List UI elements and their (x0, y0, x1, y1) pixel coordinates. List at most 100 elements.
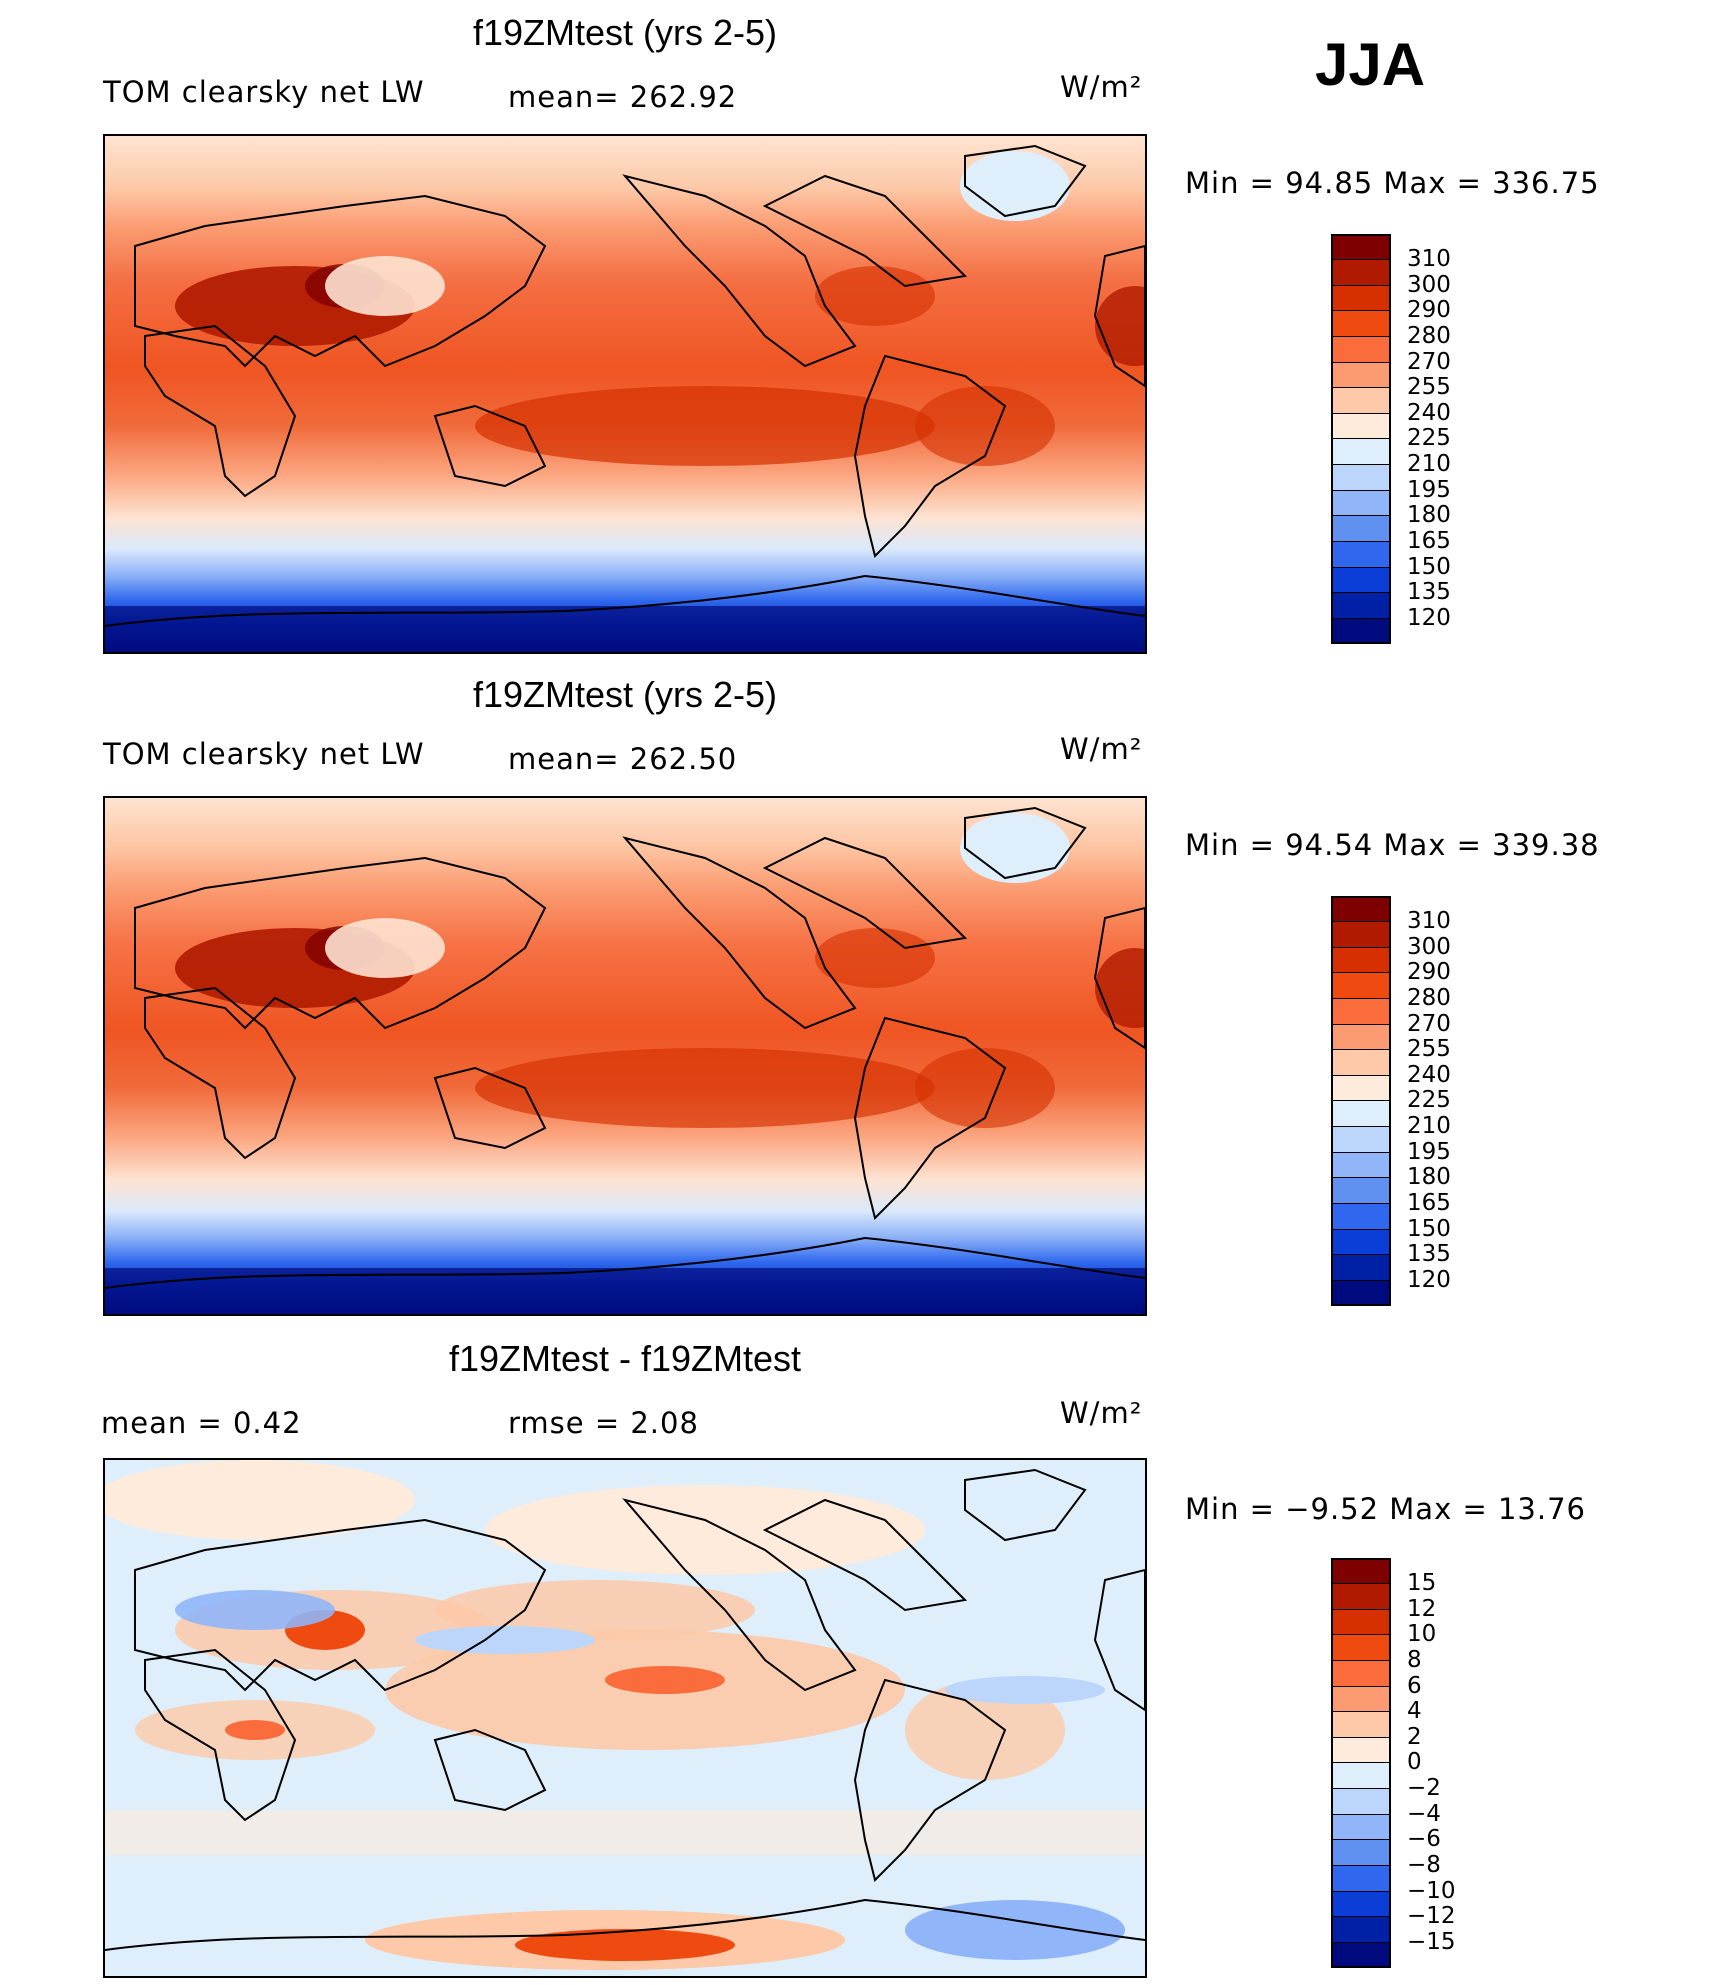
panel-1-colorbar-tick: 300 (1407, 272, 1451, 298)
panel-1-colorbar-tick: 210 (1407, 451, 1451, 477)
panel-2-colorbar-swatch (1331, 1153, 1391, 1178)
panel-3-colorbar-tick: −15 (1407, 1929, 1456, 1955)
panel-2-colorbar-tick: 180 (1407, 1164, 1451, 1190)
panel-3-mean-label: mean = 0.42 (101, 1406, 302, 1440)
panel-1-tibet-cold (325, 256, 445, 316)
panel-2-colorbar-swatch (1331, 1025, 1391, 1050)
panel-1-colorbar-swatch (1331, 568, 1391, 593)
panel-1-colorbar: 310 300 290 280 270 255 240 225 210 195 … (1331, 234, 1451, 644)
panel-3-colorbar-tick: −6 (1407, 1826, 1441, 1852)
panel-2-north-america-hot (815, 928, 935, 988)
panel-1-colorbar-tick: 270 (1407, 349, 1451, 375)
panel-3-positive-patch (435, 1580, 755, 1640)
panel-2-coastlines (105, 806, 1145, 1289)
panel-2-colorbar-swatch (1331, 922, 1391, 948)
panel-3-colorbar-swatch (1331, 1584, 1391, 1610)
panel-3-colorbar-tick: 6 (1407, 1673, 1422, 1699)
panel-1-colorbar-tick: 255 (1407, 374, 1451, 400)
panel-3-colorbar: 15 12 10 8 6 4 2 0 −2 −4 −6 −8 −10 −12 −… (1331, 1558, 1456, 1968)
panel-3-colorbar-tick: −12 (1407, 1903, 1456, 1929)
panel-2-colorbar-swatch (1331, 1050, 1391, 1076)
panel-1-colorbar-tick: 180 (1407, 502, 1451, 528)
panel-2-colorbar-tick: 195 (1407, 1139, 1451, 1165)
panel-1-colorbar-swatch (1331, 414, 1391, 439)
panel-3-negative-patch (415, 1626, 595, 1654)
panel-1-colorbar-swatch (1331, 260, 1391, 286)
panel-1-minmax: Min = 94.85 Max = 336.75 (1185, 166, 1600, 200)
panel-3-coastlines (105, 1468, 1145, 1951)
panel-1-colorbar-swatch (1331, 337, 1391, 363)
panel-2-colorbar-tick: 290 (1407, 959, 1451, 985)
panel-2-colorbar-swatch (1331, 1178, 1391, 1204)
panel-3-positive-patch (485, 1485, 925, 1575)
panel-1-colorbar-swatch (1331, 491, 1391, 516)
panel-1-pacific-band (475, 386, 935, 466)
panel-2-title: f19ZMtest (yrs 2-5) (472, 674, 778, 715)
panel-2-units-label: W/m² (1060, 732, 1143, 766)
panel-1-title: f19ZMtest (yrs 2-5) (472, 12, 778, 53)
panel-3-title: f19ZMtest - f19ZMtest (448, 1338, 802, 1379)
panel-1-map (103, 134, 1147, 654)
panel-3-colorbar-tick: 4 (1407, 1698, 1422, 1724)
panel-1-colorbar-swatch (1331, 465, 1391, 491)
panel-2-mean-label: mean= 262.50 (508, 742, 738, 776)
panel-1-colorbar-swatch (1331, 234, 1391, 260)
panel-2-colorbar-swatch (1331, 1230, 1391, 1255)
panel-2-colorbar-swatch (1331, 948, 1391, 973)
panel-2-colorbar-swatch (1331, 973, 1391, 999)
panel-3-positive-band (105, 1810, 1145, 1855)
panel-1-north-america-hot (815, 266, 935, 326)
panel-2-colorbar-swatch (1331, 1255, 1391, 1281)
panel-1-colorbar-tick: 225 (1407, 425, 1451, 451)
panel-3-positive-patch (515, 1929, 735, 1961)
panel-2-greenland (960, 813, 1070, 883)
panel-2-colorbar-tick: 310 (1407, 908, 1451, 934)
panel-3-colorbar-swatch (1331, 1558, 1391, 1584)
panel-2-colorbar-tick: 150 (1407, 1216, 1451, 1242)
panel-2-colorbar-tick: 135 (1407, 1241, 1451, 1267)
panel-3-positive-patch (225, 1720, 285, 1740)
panel-2-colorbar-swatch (1331, 1076, 1391, 1101)
panel-2-colorbar-tick: 225 (1407, 1087, 1451, 1113)
panel-2-colorbar-tick: 120 (1407, 1267, 1451, 1293)
panel-3-rmse-label: rmse = 2.08 (508, 1406, 699, 1440)
panel-2-colorbar-swatch (1331, 1281, 1391, 1306)
panel-1-colorbar-swatch (1331, 542, 1391, 568)
panel-2-variable-label: TOM clearsky net LW (103, 737, 425, 771)
panel-3-negative-patch (905, 1900, 1125, 1960)
panel-1-colorbar-tick: 165 (1407, 528, 1451, 554)
panel-3-colorbar-tick: −2 (1407, 1775, 1441, 1801)
panel-3-colorbar-swatch (1331, 1866, 1391, 1892)
panel-3-colorbar-tick: −4 (1407, 1801, 1441, 1827)
panel-3-colorbar-swatch (1331, 1635, 1391, 1661)
panel-2-colorbar-tick: 270 (1407, 1011, 1451, 1037)
panel-2-colorbar-swatch (1331, 1101, 1391, 1127)
panel-3-colorbar-swatch (1331, 1815, 1391, 1840)
panel-1-colorbar-tick: 280 (1407, 323, 1451, 349)
panel-3-colorbar-swatch (1331, 1687, 1391, 1712)
panel-1-mean-label: mean= 262.92 (508, 80, 738, 114)
panel-2-colorbar-tick: 300 (1407, 934, 1451, 960)
panel-1-coastlines (105, 144, 1145, 627)
panel-1-colorbar-tick: 120 (1407, 605, 1451, 631)
panel-3-colorbar-swatch (1331, 1763, 1391, 1789)
panel-2-colorbar-tick: 210 (1407, 1113, 1451, 1139)
panel-1-colorbar-tick: 310 (1407, 246, 1451, 272)
panel-3-colorbar-swatch (1331, 1712, 1391, 1738)
panel-3-colorbar-swatch (1331, 1917, 1391, 1943)
panel-3-colorbar-swatch (1331, 1943, 1391, 1968)
panel-1-colorbar-swatch (1331, 593, 1391, 619)
panel-1-colorbar-tick: 150 (1407, 554, 1451, 580)
panel-1-colorbar-tick: 240 (1407, 400, 1451, 426)
panel-1-colorbar-swatch (1331, 619, 1391, 644)
panel-2-pacific-band (475, 1048, 935, 1128)
panel-2-colorbar-tick: 165 (1407, 1190, 1451, 1216)
panel-2-colorbar-tick: 240 (1407, 1062, 1451, 1088)
panel-3-positive-patch (905, 1680, 1065, 1780)
panel-3-positive-patch (105, 1460, 415, 1540)
panel-1-colorbar-swatch (1331, 363, 1391, 388)
panel-3-colorbar-tick: 2 (1407, 1724, 1422, 1750)
panel-3-colorbar-tick: 0 (1407, 1749, 1422, 1775)
panel-2-map (103, 796, 1147, 1316)
panel-3-colorbar-tick: −8 (1407, 1852, 1441, 1878)
